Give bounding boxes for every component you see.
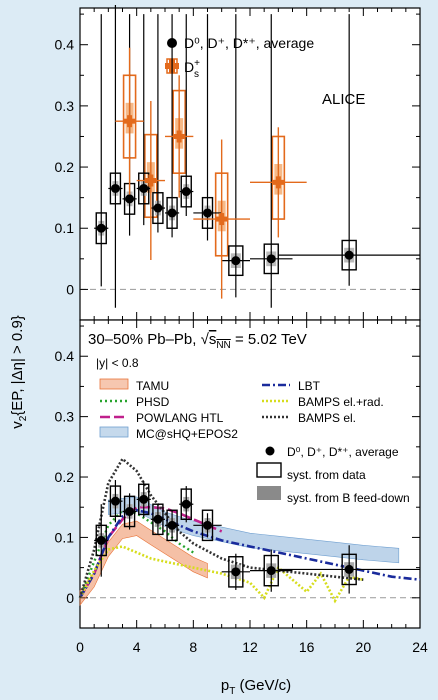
y-axis-title: v2{EP, |Δη| > 0.9} [9,315,29,429]
bottom-y-tick-label: 0.3 [55,409,75,425]
legend-data-feeddown [257,486,281,500]
x-tick-label: 0 [76,639,84,655]
top-y-tick-label: 0.3 [55,98,75,114]
d-point [167,208,177,218]
bottom-y-tick-label: 0.4 [55,348,75,364]
bottom-y-tick-label: 0.2 [55,469,75,485]
bottom-y-tick-label: 0.1 [55,529,75,545]
model-legend: TAMU PHSD POWLANG HTL MC@sHQ+EPOS2 LBT BAMPS … [99,378,384,441]
legend-model-swatch [99,378,129,390]
d-point [153,514,163,524]
legend-model-label: TAMU [136,379,169,393]
d-point [110,183,120,193]
d-point [266,254,276,264]
legend-ds-label: D+ s [184,58,200,80]
legend-data-label: D⁰, D⁺, D*⁺, average [287,445,399,459]
d-point [125,194,135,204]
legend-data-box [256,462,282,478]
legend-data-marker [265,446,275,456]
d-point [167,520,177,530]
d-point [139,183,149,193]
legend-model-label: MC@sHQ+EPOS2 [136,427,238,441]
legend-data-label: syst. from B feed-down [287,491,410,505]
ds-point-v [275,176,281,189]
d-point [203,520,212,530]
ds-point-v [127,115,133,128]
x-tick-label: 12 [242,639,258,655]
d-point [266,566,276,576]
x-tick-label: 16 [299,639,315,655]
d-point [153,203,163,213]
legend-model-label: LBT [298,379,321,393]
d-point [139,494,149,504]
d-point [231,567,241,577]
phsd-curve [78,508,194,599]
top-y-tick-label: 0.2 [55,159,75,175]
top-y-tick-label: 0.4 [55,37,75,53]
legend-model-label: BAMPS el.+rad. [298,395,384,409]
plot-layer: 0 0.1 0.2 0.3 0.4 0 0.1 0.2 0.3 0.4 0 4 8 12 16 20 24 [55,4,428,655]
bottom-y-tick-label: 0 [66,590,74,606]
data-legend: D⁰, D⁺, D*⁺, average syst. from data syst.… [256,445,410,505]
d-point [125,506,135,516]
d-point [344,564,354,574]
alice-label: ALICE [322,91,365,108]
d-point [110,496,120,506]
legend-data-label: syst. from data [287,468,366,482]
d-point [181,187,191,197]
rapidity-label: |y| < 0.8 [96,356,139,370]
bamps-rad-curve [78,545,364,604]
top-y-tick-label: 0 [66,281,74,297]
x-tick-label: 4 [133,639,141,655]
tamu-band [79,520,208,606]
legend-d-label: D⁰, D⁺, D*⁺, average [184,35,314,51]
x-tick-label: 8 [189,639,197,655]
ds-point-v [148,174,154,187]
d-point [96,535,106,545]
ds-point-v [219,213,225,226]
d-point [344,250,354,260]
legend-model-label: PHSD [136,395,170,409]
d-point [203,208,212,218]
x-tick-label: 20 [356,639,372,655]
top-y-tick-label: 0.1 [55,220,75,236]
d-point [96,223,106,233]
x-axis-title: pT (GeV/c) [221,677,291,697]
bottom-title: 30–50% Pb–Pb, √sNN = 5.02 TeV [88,331,307,351]
legend-model-label: BAMPS el. [298,411,356,425]
d-point [181,499,191,509]
powlang-curve [78,505,223,599]
top-panel-frame [79,7,421,321]
d-point [231,256,241,266]
x-tick-label: 24 [412,639,428,655]
legend-model-label: POWLANG HTL [136,411,224,425]
bottom-panel-frame [79,319,421,629]
legend-model-swatch [99,426,129,438]
ds-point-v [176,130,182,143]
